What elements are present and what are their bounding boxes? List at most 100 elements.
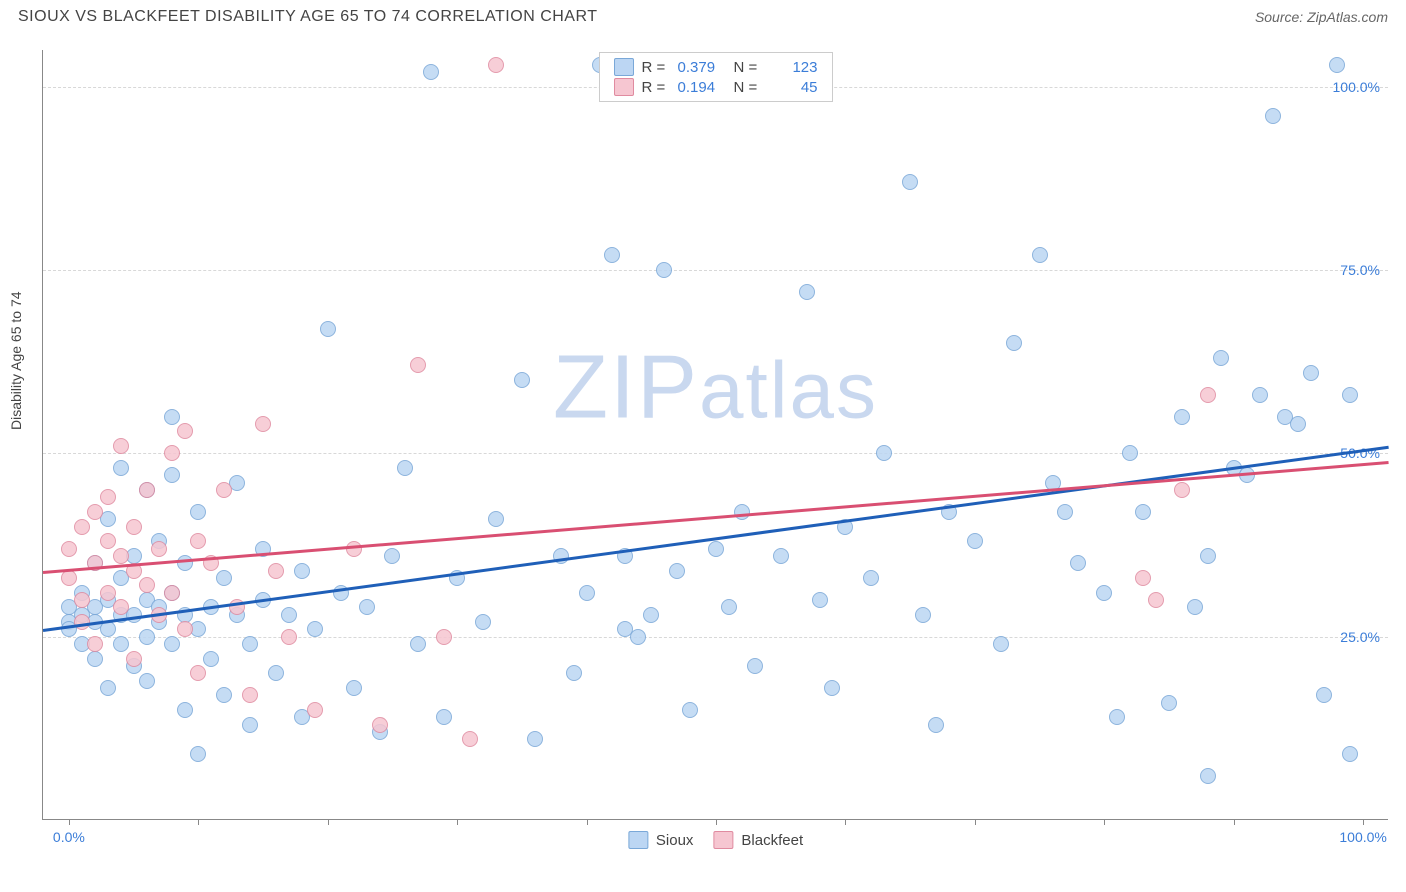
scatter-point xyxy=(993,636,1009,652)
scatter-point xyxy=(747,658,763,674)
r-label: R = xyxy=(642,79,670,96)
scatter-point xyxy=(643,607,659,623)
scatter-point xyxy=(527,731,543,747)
scatter-point xyxy=(1342,387,1358,403)
legend-label: Blackfeet xyxy=(741,832,803,849)
gridline xyxy=(43,270,1388,271)
scatter-point xyxy=(1342,746,1358,762)
scatter-point xyxy=(87,636,103,652)
scatter-point xyxy=(721,599,737,615)
scatter-point xyxy=(1329,57,1345,73)
scatter-point xyxy=(708,541,724,557)
scatter-point xyxy=(320,321,336,337)
scatter-point xyxy=(1265,108,1281,124)
scatter-point xyxy=(1200,768,1216,784)
scatter-point xyxy=(281,629,297,645)
scatter-point xyxy=(216,687,232,703)
scatter-point xyxy=(126,519,142,535)
scatter-point xyxy=(139,629,155,645)
scatter-point xyxy=(1252,387,1268,403)
scatter-point xyxy=(1161,695,1177,711)
series-legend: Sioux Blackfeet xyxy=(628,831,803,849)
scatter-point xyxy=(436,709,452,725)
scatter-point xyxy=(268,665,284,681)
y-axis-label: Disability Age 65 to 74 xyxy=(8,291,24,430)
correlation-legend-row: R =0.194N =45 xyxy=(614,77,818,97)
n-value: 123 xyxy=(770,59,818,76)
scatter-point xyxy=(863,570,879,586)
y-tick-label: 25.0% xyxy=(1340,629,1380,645)
scatter-point xyxy=(190,746,206,762)
scatter-point xyxy=(74,592,90,608)
legend-item: Sioux xyxy=(628,831,694,849)
scatter-point xyxy=(1303,365,1319,381)
scatter-point xyxy=(177,423,193,439)
scatter-point xyxy=(462,731,478,747)
r-label: R = xyxy=(642,59,670,76)
scatter-point xyxy=(410,357,426,373)
scatter-point xyxy=(255,416,271,432)
scatter-point xyxy=(87,504,103,520)
scatter-point xyxy=(100,680,116,696)
scatter-point xyxy=(423,64,439,80)
scatter-point xyxy=(1006,335,1022,351)
scatter-point xyxy=(514,372,530,388)
scatter-point xyxy=(113,438,129,454)
r-value: 0.379 xyxy=(678,59,726,76)
scatter-point xyxy=(281,607,297,623)
scatter-point xyxy=(61,541,77,557)
x-tick xyxy=(845,819,846,825)
gridline xyxy=(43,453,1388,454)
n-value: 45 xyxy=(770,79,818,96)
legend-swatch xyxy=(614,78,634,96)
scatter-point xyxy=(902,174,918,190)
scatter-point xyxy=(617,621,633,637)
scatter-point xyxy=(190,504,206,520)
scatter-point xyxy=(1096,585,1112,601)
scatter-point xyxy=(242,687,258,703)
scatter-point xyxy=(1032,247,1048,263)
scatter-point xyxy=(812,592,828,608)
x-tick xyxy=(1234,819,1235,825)
scatter-point xyxy=(100,533,116,549)
scatter-point xyxy=(579,585,595,601)
scatter-point xyxy=(359,599,375,615)
scatter-point xyxy=(1109,709,1125,725)
x-tick xyxy=(587,819,588,825)
scatter-point xyxy=(928,717,944,733)
scatter-point xyxy=(216,482,232,498)
scatter-point xyxy=(190,665,206,681)
scatter-point xyxy=(1070,555,1086,571)
legend-label: Sioux xyxy=(656,832,694,849)
scatter-point xyxy=(242,636,258,652)
scatter-point xyxy=(1200,548,1216,564)
scatter-point xyxy=(177,621,193,637)
scatter-point xyxy=(1316,687,1332,703)
scatter-point xyxy=(164,445,180,461)
scatter-point xyxy=(1290,416,1306,432)
legend-swatch xyxy=(628,831,648,849)
scatter-point xyxy=(151,541,167,557)
scatter-point xyxy=(436,629,452,645)
scatter-point xyxy=(346,541,362,557)
scatter-point xyxy=(177,702,193,718)
scatter-chart: ZIPatlas 25.0%50.0%75.0%100.0%0.0%100.0%… xyxy=(42,50,1388,820)
x-tick xyxy=(198,819,199,825)
header: SIOUX VS BLACKFEET DISABILITY AGE 65 TO … xyxy=(0,0,1406,34)
scatter-point xyxy=(876,445,892,461)
x-tick xyxy=(716,819,717,825)
n-label: N = xyxy=(734,59,762,76)
legend-swatch xyxy=(713,831,733,849)
scatter-point xyxy=(74,519,90,535)
x-tick-label: 100.0% xyxy=(1339,829,1386,845)
scatter-point xyxy=(113,460,129,476)
scatter-point xyxy=(61,570,77,586)
scatter-point xyxy=(1057,504,1073,520)
scatter-point xyxy=(307,702,323,718)
scatter-point xyxy=(372,717,388,733)
legend-item: Blackfeet xyxy=(713,831,803,849)
scatter-point xyxy=(1213,350,1229,366)
scatter-point xyxy=(1187,599,1203,615)
scatter-point xyxy=(190,533,206,549)
y-tick-label: 100.0% xyxy=(1333,79,1380,95)
